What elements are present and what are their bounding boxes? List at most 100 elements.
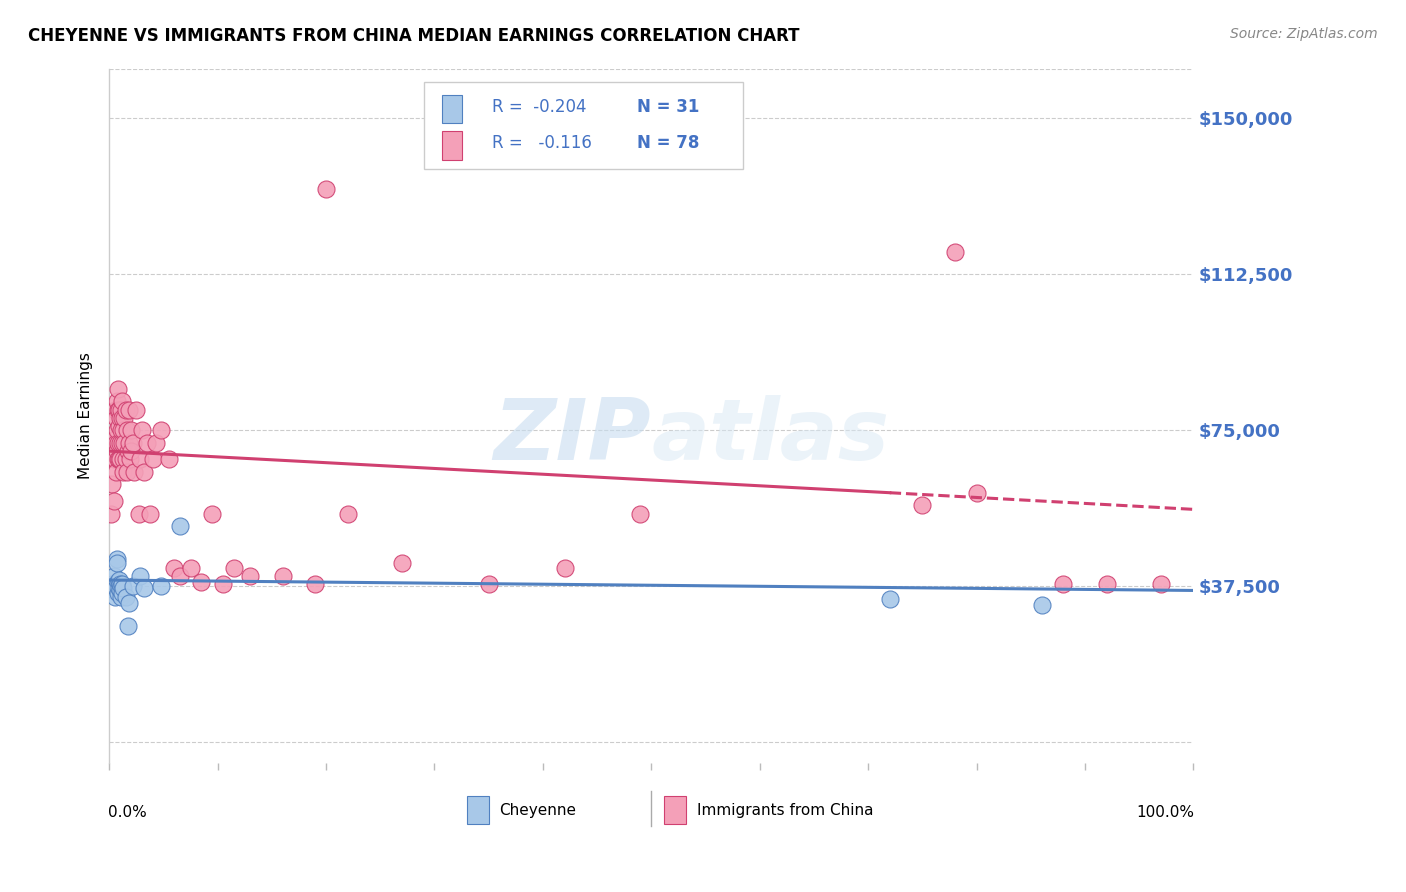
Point (136, 435, 159, 450)
Point (157, 452, 180, 467)
Point (118, 402, 141, 417)
Point (112, 452, 135, 467)
Point (966, 485, 988, 500)
Point (239, 569, 262, 583)
FancyBboxPatch shape (423, 82, 744, 169)
Point (190, 575, 212, 590)
Point (104, 577, 127, 591)
Point (101, 444, 124, 458)
Point (104, 402, 127, 417)
Point (201, 507, 224, 521)
Text: ZIP: ZIP (494, 395, 651, 478)
Point (304, 577, 326, 591)
Point (111, 410, 134, 425)
Point (104, 590, 127, 604)
Point (100, 582, 122, 596)
Point (117, 619, 139, 633)
Point (128, 569, 150, 583)
Point (100, 582, 122, 596)
Point (336, 507, 359, 521)
Point (104, 452, 127, 467)
Point (104, 410, 127, 425)
Point (108, 573, 131, 587)
Point (103, 583, 125, 598)
Point (879, 591, 901, 606)
Text: N = 31: N = 31 (637, 98, 700, 116)
Point (1052, 577, 1074, 591)
Point (111, 435, 134, 450)
Point (150, 423, 173, 437)
Point (107, 585, 129, 599)
Point (107, 382, 129, 396)
Text: Source: ZipAtlas.com: Source: ZipAtlas.com (1230, 27, 1378, 41)
Point (118, 596, 141, 610)
Point (271, 569, 294, 583)
Point (128, 507, 150, 521)
Y-axis label: Median Earnings: Median Earnings (79, 352, 93, 479)
Point (107, 435, 129, 450)
Point (111, 394, 134, 409)
Point (115, 423, 138, 437)
Point (112, 410, 135, 425)
Point (114, 590, 136, 604)
Point (108, 410, 131, 425)
Point (107, 402, 129, 417)
Point (108, 582, 131, 596)
Point (101, 577, 124, 591)
Point (105, 552, 128, 566)
Point (103, 494, 125, 508)
Point (163, 560, 186, 574)
Point (139, 507, 162, 521)
Point (104, 582, 127, 596)
Point (911, 498, 934, 512)
Point (114, 402, 136, 417)
Point (943, 244, 966, 259)
Point (104, 432, 127, 446)
Point (117, 444, 139, 458)
Point (118, 435, 141, 450)
Point (103, 569, 125, 583)
Point (125, 402, 148, 417)
Point (222, 560, 245, 574)
FancyBboxPatch shape (441, 95, 461, 123)
Point (142, 452, 165, 467)
Point (122, 579, 145, 593)
Point (110, 590, 132, 604)
Point (132, 465, 155, 479)
Point (112, 423, 135, 437)
Point (128, 452, 150, 467)
Point (103, 452, 125, 467)
Point (107, 452, 129, 467)
Point (110, 579, 132, 593)
Point (150, 579, 173, 593)
Text: Cheyenne: Cheyenne (499, 803, 576, 818)
Point (169, 519, 191, 533)
Point (122, 465, 145, 479)
Point (120, 423, 142, 437)
Point (105, 423, 128, 437)
Point (104, 579, 127, 593)
Point (114, 452, 136, 467)
Point (100, 507, 122, 521)
Point (111, 585, 134, 599)
Point (107, 575, 129, 590)
Point (112, 582, 135, 596)
Point (101, 477, 124, 491)
Point (120, 444, 142, 458)
FancyBboxPatch shape (441, 131, 461, 160)
Point (108, 583, 131, 598)
Point (105, 557, 128, 571)
Text: CHEYENNE VS IMMIGRANTS FROM CHINA MEDIAN EARNINGS CORRELATION CHART: CHEYENNE VS IMMIGRANTS FROM CHINA MEDIAN… (28, 27, 800, 45)
Point (554, 560, 576, 574)
Point (104, 435, 127, 450)
Point (478, 577, 501, 591)
Point (391, 557, 413, 571)
Point (1031, 598, 1053, 612)
Point (108, 577, 131, 591)
Text: atlas: atlas (651, 395, 890, 478)
Point (180, 560, 202, 574)
FancyBboxPatch shape (467, 797, 489, 824)
Point (1095, 577, 1118, 591)
Point (108, 402, 131, 417)
Point (1150, 577, 1173, 591)
